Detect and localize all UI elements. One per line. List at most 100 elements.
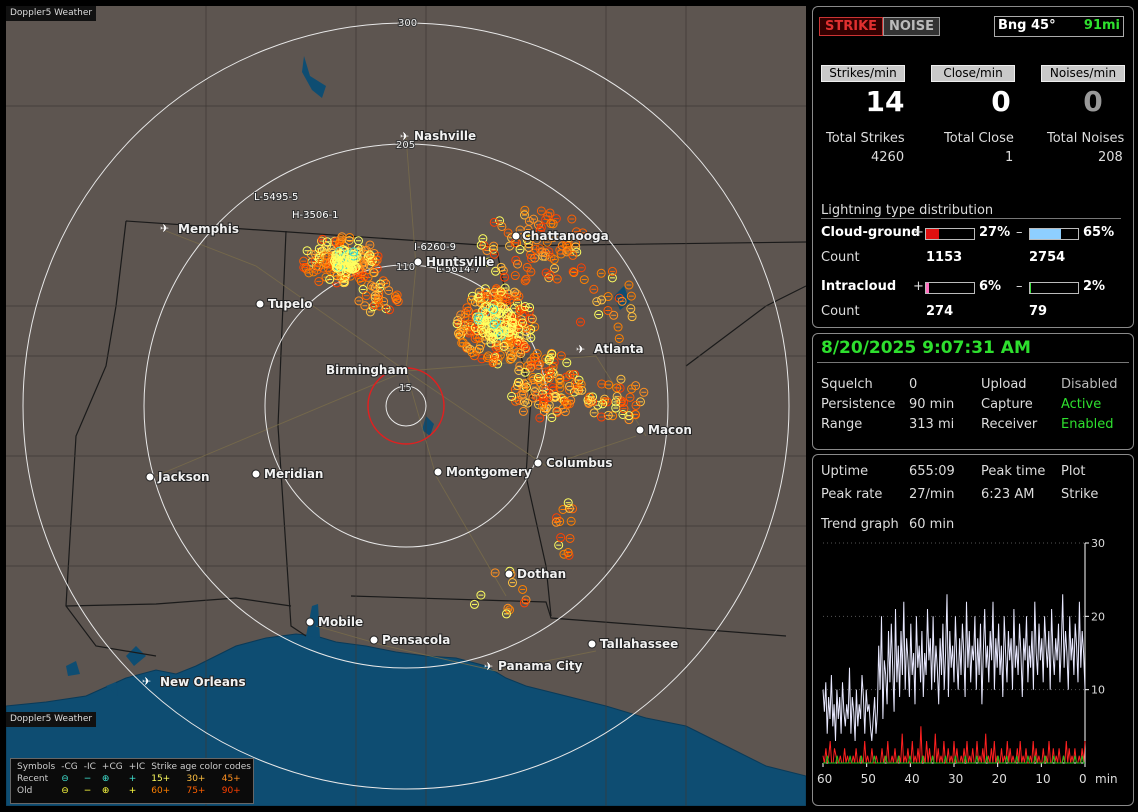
strike-mode-button[interactable]: STRIKE <box>819 17 884 36</box>
strike-marker <box>360 301 370 311</box>
strike-marker <box>476 590 486 600</box>
strike-marker <box>473 293 483 303</box>
upload-value: Disabled <box>1061 377 1118 392</box>
strike-marker <box>554 540 564 550</box>
strike-marker <box>523 378 533 388</box>
strike-marker <box>538 401 548 411</box>
strike-marker <box>564 503 574 513</box>
strike-marker <box>510 271 520 281</box>
strike-marker <box>626 291 636 301</box>
strike-marker <box>529 352 539 362</box>
strike-marker <box>597 295 607 305</box>
strike-marker <box>493 329 503 339</box>
legend-old-pos-cg-icon: ⊕ <box>101 786 110 796</box>
strike-marker <box>626 304 636 314</box>
strike-marker <box>478 234 488 244</box>
total-noises-value: 208 <box>1098 150 1123 165</box>
ic-pos-count: 274 <box>926 304 954 319</box>
strike-marker <box>597 379 607 389</box>
datetime-display: 8/20/2025 9:07:31 AM <box>821 338 1031 358</box>
strike-marker <box>457 338 467 348</box>
strike-marker <box>564 233 574 243</box>
strike-marker <box>551 214 561 224</box>
city-dot <box>504 569 514 579</box>
strike-marker <box>515 244 525 254</box>
total-noises-label: Total Noises <box>1047 131 1125 146</box>
strike-marker <box>336 249 346 259</box>
ic-count-label: Count <box>821 304 860 319</box>
total-strikes-label: Total Strikes <box>826 131 905 146</box>
strike-marker <box>503 328 513 338</box>
trend-y-tick-label: 30 <box>1091 537 1105 550</box>
strike-marker <box>517 390 527 400</box>
legend-recent-neg-ic-icon: − <box>83 774 92 784</box>
city-dot <box>251 469 261 479</box>
city-dot <box>587 639 597 649</box>
strike-marker <box>521 274 531 284</box>
strike-marker <box>525 363 535 373</box>
strike-marker <box>507 391 517 401</box>
strike-marker <box>507 578 517 588</box>
strike-marker <box>551 517 561 527</box>
kentucky-lake <box>302 56 326 98</box>
strike-marker <box>519 210 529 220</box>
strike-marker <box>530 387 540 397</box>
strike-marker <box>556 351 566 361</box>
strike-marker <box>607 266 617 276</box>
strike-marker <box>456 326 466 336</box>
total-close-value: 1 <box>1005 150 1014 165</box>
strike-marker <box>568 250 578 260</box>
strike-marker <box>555 374 565 384</box>
ic-pos-bar <box>925 282 975 294</box>
cg-pos-pct: 27% <box>979 225 1011 240</box>
close-range-ring <box>367 367 445 445</box>
strike-marker <box>541 268 551 278</box>
strike-marker <box>456 310 466 320</box>
lake-martin <box>422 416 434 436</box>
ic-neg-pct: 2% <box>1083 279 1106 294</box>
strike-marker <box>562 358 572 368</box>
strike-marker <box>616 374 626 384</box>
uptime-value: 655:09 <box>909 464 955 479</box>
strike-marker <box>589 284 599 294</box>
strike-marker <box>520 205 530 215</box>
strike-marker <box>575 317 585 327</box>
strike-marker <box>500 320 510 330</box>
strike-marker <box>302 246 312 256</box>
strike-marker <box>627 384 637 394</box>
strike-marker <box>565 381 575 391</box>
receiver-value: Enabled <box>1061 417 1114 432</box>
louisiana-marsh <box>66 646 146 696</box>
strike-marker <box>356 276 366 286</box>
strike-marker <box>333 259 343 269</box>
legend-header-neg-ic: -IC <box>83 762 96 772</box>
strike-marker <box>477 325 487 335</box>
city-dot <box>397 365 407 375</box>
noise-mode-button[interactable]: NOISE <box>883 17 941 36</box>
uptime-label: Uptime <box>821 464 869 479</box>
strike-marker <box>482 246 492 256</box>
plot-value[interactable]: Strike <box>1061 487 1099 502</box>
strike-marker <box>544 273 554 283</box>
city-label: Dothan <box>517 567 566 581</box>
strike-marker <box>522 262 532 272</box>
bearing-box: Bng 45° 91mi <box>994 16 1124 37</box>
strike-marker <box>365 250 375 260</box>
city-dot <box>255 299 265 309</box>
strike-marker <box>474 344 484 354</box>
trend-series-strikes <box>822 594 1086 742</box>
strike-label-3: I-6260-9 <box>414 242 456 253</box>
trend-y-tick-label: 20 <box>1091 610 1105 623</box>
ic-neg-count: 79 <box>1029 304 1048 319</box>
city-label: Atlanta <box>594 342 644 356</box>
lightning-map[interactable]: Doppler5 Weather <box>6 6 806 806</box>
strike-marker <box>469 599 479 609</box>
total-close-label: Total Close <box>944 131 1014 146</box>
strike-marker <box>347 264 357 274</box>
strike-marker <box>598 399 608 409</box>
strike-marker <box>299 256 309 266</box>
strike-marker <box>543 393 553 403</box>
range-value: 313 mi <box>909 417 955 432</box>
strike-marker <box>550 263 560 273</box>
trend-series-noise <box>823 755 1085 764</box>
